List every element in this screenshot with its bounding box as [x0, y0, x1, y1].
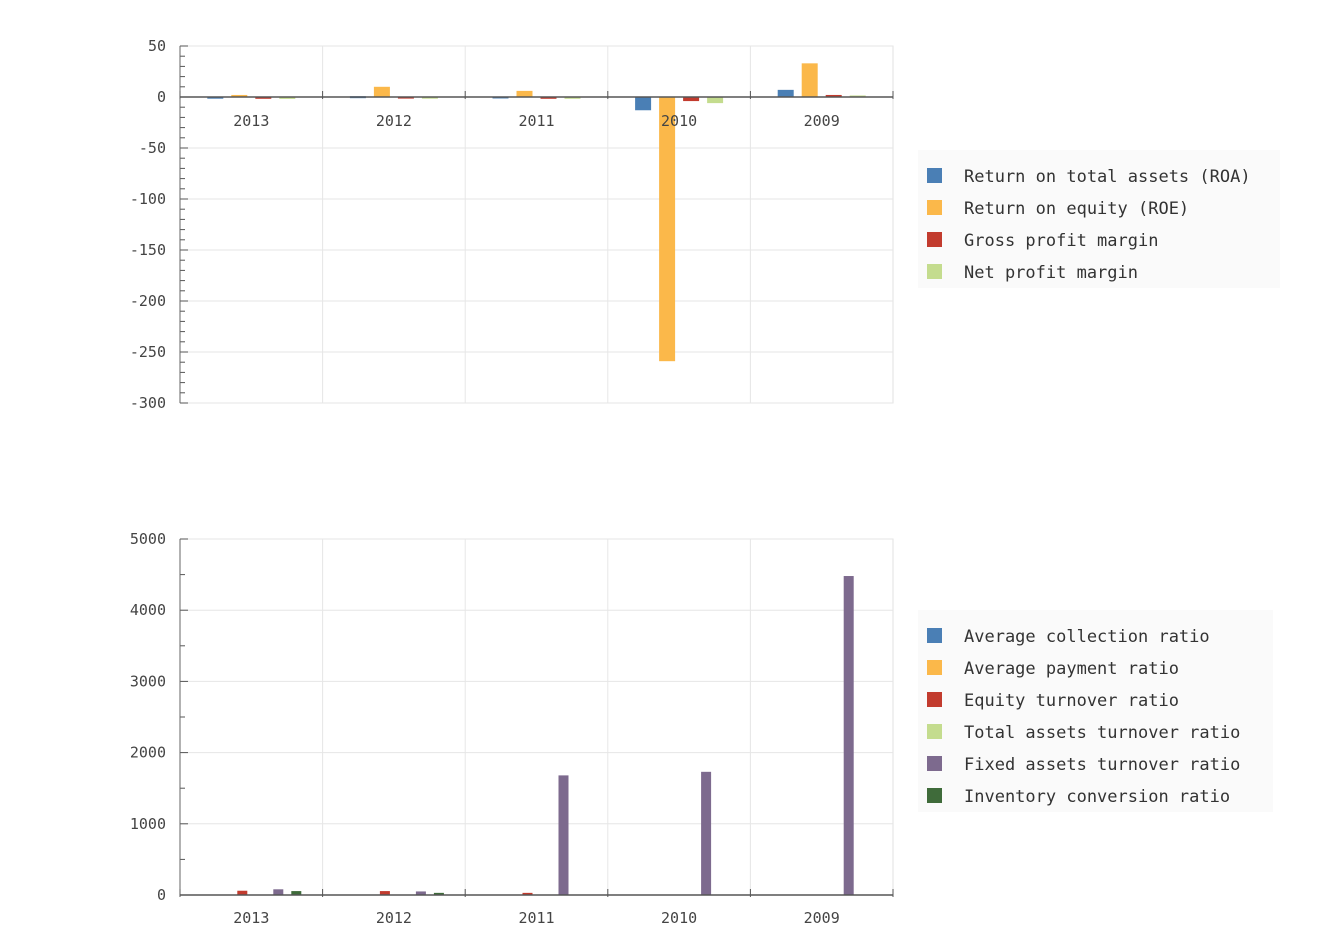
legend-label[interactable]: Return on equity (ROE) — [964, 199, 1189, 219]
legend-swatch[interactable] — [927, 660, 942, 675]
bar-4-2013[interactable] — [279, 96, 296, 99]
bar-2-2009[interactable] — [801, 63, 818, 97]
x-category-label: 2010 — [661, 909, 697, 927]
x-category-label: 2011 — [518, 112, 554, 130]
bar-6-2013[interactable] — [291, 891, 302, 895]
y-tick-label: -50 — [139, 139, 166, 157]
legend-swatch[interactable] — [927, 788, 942, 803]
legend-swatch[interactable] — [927, 692, 942, 707]
bar-2-2012[interactable] — [373, 86, 390, 97]
legend-swatch[interactable] — [927, 264, 942, 279]
legend-label[interactable]: Total assets turnover ratio — [964, 723, 1240, 743]
legend-label[interactable]: Average payment ratio — [964, 659, 1179, 679]
y-tick-label: -150 — [130, 241, 166, 259]
bar-2-2013[interactable] — [231, 94, 248, 97]
legend-label[interactable]: Net profit margin — [964, 263, 1138, 283]
y-tick-label: -200 — [130, 292, 166, 310]
legend-box — [918, 610, 1273, 812]
bar-6-2012[interactable] — [433, 892, 444, 895]
x-category-label: 2012 — [376, 909, 412, 927]
legend-swatch[interactable] — [927, 200, 942, 215]
legend-label[interactable]: Average collection ratio — [964, 627, 1210, 647]
legend-swatch[interactable] — [927, 232, 942, 247]
y-tick-label: 0 — [157, 886, 166, 904]
legend-label[interactable]: Fixed assets turnover ratio — [964, 755, 1240, 775]
x-category-label: 2013 — [233, 909, 269, 927]
y-tick-label: -300 — [130, 394, 166, 412]
bar-5-2013[interactable] — [273, 889, 284, 895]
legend-swatch[interactable] — [927, 168, 942, 183]
x-category-label: 2010 — [661, 112, 697, 130]
bar-5-2012[interactable] — [415, 891, 426, 895]
plot-area — [179, 45, 894, 404]
legend-box — [918, 150, 1280, 288]
x-category-label: 2009 — [804, 909, 840, 927]
bar-3-2011[interactable] — [522, 892, 533, 895]
plot-area — [179, 538, 894, 896]
bar-3-2010[interactable] — [683, 97, 700, 102]
turnover-bar-chart: 5000 4000 3000 2000 1000 0 2013 2012 2011 2010 200… — [130, 530, 1273, 927]
bar-3-2013[interactable] — [237, 890, 248, 895]
y-tick-label: 4000 — [130, 601, 166, 619]
bar-4-2011[interactable] — [564, 96, 581, 99]
bar-3-2009[interactable] — [825, 94, 842, 97]
bar-3-2013[interactable] — [255, 96, 272, 99]
profitability-bar-chart: 50 0 -50 -100 -150 -200 -250 -300 2013 2012 2011 20… — [130, 37, 1280, 412]
legend-swatch[interactable] — [927, 724, 942, 739]
bar-5-2011[interactable] — [558, 775, 569, 895]
legend-swatch[interactable] — [927, 628, 942, 643]
legend-swatch[interactable] — [927, 756, 942, 771]
bar-1-2009[interactable] — [777, 89, 794, 97]
x-category-label: 2013 — [233, 112, 269, 130]
y-tick-label: -250 — [130, 343, 166, 361]
y-tick-label: 50 — [148, 37, 166, 55]
bar-3-2012[interactable] — [379, 891, 390, 895]
x-category-label: 2012 — [376, 112, 412, 130]
y-tick-label: 2000 — [130, 744, 166, 762]
bar-2-2011[interactable] — [516, 90, 533, 97]
legend-label[interactable]: Gross profit margin — [964, 231, 1158, 251]
y-tick-label: -100 — [130, 190, 166, 208]
legend-label[interactable]: Equity turnover ratio — [964, 691, 1179, 711]
y-tick-label: 5000 — [130, 530, 166, 548]
bar-2-2010[interactable] — [659, 97, 676, 362]
bar-4-2010[interactable] — [707, 97, 724, 104]
bar-1-2010[interactable] — [635, 97, 652, 111]
x-category-label: 2009 — [804, 112, 840, 130]
y-tick-label: 1000 — [130, 815, 166, 833]
bar-3-2011[interactable] — [540, 96, 557, 99]
y-tick-label: 0 — [157, 88, 166, 106]
bar-5-2009[interactable] — [843, 576, 854, 895]
legend-label[interactable]: Inventory conversion ratio — [964, 787, 1230, 807]
x-category-label: 2011 — [518, 909, 554, 927]
bar-5-2010[interactable] — [701, 771, 712, 895]
y-tick-label: 3000 — [130, 672, 166, 690]
legend-label[interactable]: Return on total assets (ROA) — [964, 167, 1251, 187]
